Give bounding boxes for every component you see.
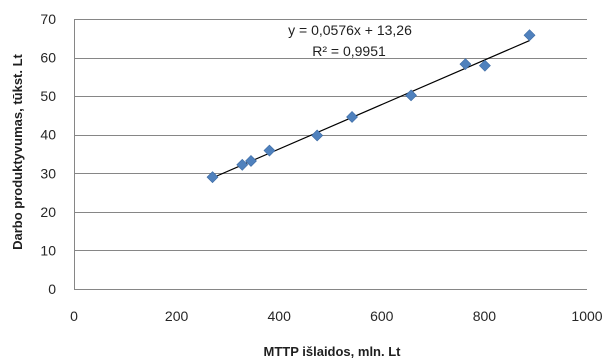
y-tick-label-1: 10 [40,242,56,258]
y-tick-label-0: 0 [48,281,56,297]
x-tick-label-2: 400 [268,308,292,324]
y-tick-label-7: 70 [40,11,56,27]
data-point-0-5 [347,111,358,122]
trendline-equation-label: y = 0,0576x + 13,26 [288,22,412,38]
y-tick-labels: 0 10 20 30 40 50 60 70 [40,11,56,297]
x-tick-label-5: 1000 [571,308,602,324]
y-tick-label-2: 20 [40,204,56,220]
data-point-0-6 [406,90,417,101]
x-axis-title: MTTP išlaidos, mln. Lt [264,344,402,359]
x-tick-labels: 0 200 400 600 800 1000 [70,308,603,324]
data-point-0-7 [460,59,471,70]
data-point-0-4 [312,130,323,141]
y-tick-label-5: 50 [40,88,56,104]
y-tick-label-4: 40 [40,127,56,143]
data-point-0-9 [524,30,535,41]
y-tick-label-3: 30 [40,165,56,181]
trend-line [213,41,530,178]
trendline [213,41,530,178]
axes [74,19,587,290]
y-axis-title: Darbo produktyvumas, tūkst. Lt [10,53,25,249]
x-tick-label-4: 800 [473,308,497,324]
x-tick-label-0: 0 [70,308,78,324]
y-tick-label-6: 60 [40,50,56,66]
x-tick-label-1: 200 [165,308,189,324]
trendline-r2-label: R² = 0,9951 [312,43,386,59]
x-tick-label-3: 600 [370,308,394,324]
